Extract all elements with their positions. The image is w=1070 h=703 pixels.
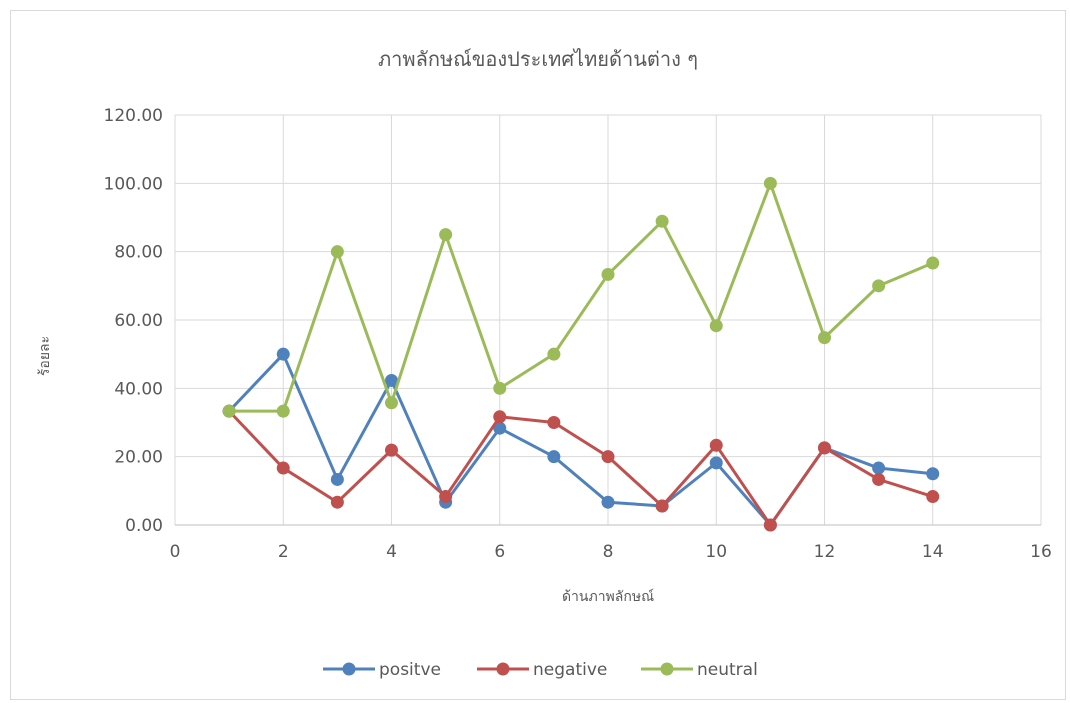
data-point xyxy=(330,495,344,509)
series-layer xyxy=(222,176,940,532)
gridlines xyxy=(174,114,1042,525)
data-point xyxy=(763,176,777,190)
legend-marker xyxy=(496,662,510,676)
data-point xyxy=(872,279,886,293)
data-point xyxy=(818,331,831,345)
data-point xyxy=(818,441,831,455)
x-tick-label: 6 xyxy=(494,542,505,562)
y-tick-label: 60.00 xyxy=(114,311,163,331)
y-tick-label: 120.00 xyxy=(104,106,163,126)
data-point xyxy=(276,461,290,475)
x-tick-label: 10 xyxy=(705,542,727,562)
legend-label: positve xyxy=(379,660,441,680)
y-tick-label: 20.00 xyxy=(114,448,163,468)
data-point xyxy=(493,421,507,435)
x-tick-label: 14 xyxy=(922,542,944,562)
data-point xyxy=(276,347,290,361)
data-point xyxy=(547,450,561,464)
legend-label: negative xyxy=(533,660,607,680)
series-neutral xyxy=(222,176,940,418)
x-tick-label: 12 xyxy=(814,542,836,562)
legend: positve negative neutral xyxy=(323,660,758,680)
data-point xyxy=(926,490,940,504)
y-tick-label: 80.00 xyxy=(114,243,163,263)
legend-marker xyxy=(342,662,356,676)
chart-title: ภาพลักษณ์ของประเทศไทยด้านต่าง ๆ xyxy=(378,47,698,71)
data-point xyxy=(601,267,615,281)
data-point xyxy=(601,450,615,464)
series-line xyxy=(229,181,934,413)
series-line xyxy=(228,410,934,527)
data-point xyxy=(439,228,453,242)
data-point xyxy=(601,495,615,509)
x-tick-label: 0 xyxy=(170,542,181,562)
data-point xyxy=(926,256,940,270)
data-point xyxy=(330,245,344,259)
data-point xyxy=(872,461,886,475)
legend-item-negative: negative xyxy=(477,660,607,680)
data-point xyxy=(493,381,507,395)
legend-label: neutral xyxy=(697,660,758,680)
x-tick-label: 4 xyxy=(386,542,397,562)
legend-item-positve: positve xyxy=(323,660,441,680)
data-point xyxy=(655,214,669,228)
data-point xyxy=(439,490,453,504)
data-point xyxy=(763,518,777,532)
data-point xyxy=(547,347,561,361)
data-point xyxy=(276,404,290,418)
legend-marker xyxy=(660,662,674,676)
data-point xyxy=(709,438,723,452)
x-tick-label: 8 xyxy=(603,542,614,562)
data-point xyxy=(547,416,561,429)
x-tick-label: 2 xyxy=(278,542,289,562)
data-point xyxy=(709,456,723,470)
legend-item-neutral: neutral xyxy=(641,660,758,680)
y-tick-label: 0.00 xyxy=(125,516,163,536)
data-point xyxy=(709,319,723,333)
series-negative xyxy=(222,404,940,532)
y-axis-label: ร้อยละ xyxy=(37,336,53,376)
y-tick-label: 100.00 xyxy=(104,174,163,194)
y-tick-label: 40.00 xyxy=(114,379,163,399)
data-point xyxy=(385,443,398,457)
chart-container: ภาพลักษณ์ของประเทศไทยด้านต่าง ๆ 0.00 20.0… xyxy=(10,10,1066,700)
data-point xyxy=(926,467,940,481)
data-point xyxy=(330,472,344,486)
data-point xyxy=(655,499,669,513)
data-point xyxy=(385,396,398,410)
x-tick-label: 16 xyxy=(1030,542,1052,562)
data-point xyxy=(222,404,236,418)
data-point xyxy=(385,373,398,387)
data-point xyxy=(872,472,886,486)
axes: 0.00 20.00 40.00 60.00 80.00 100.00 120.00 0 2 4 6… xyxy=(104,106,1052,562)
line-chart: ภาพลักษณ์ของประเทศไทยด้านต่าง ๆ 0.00 20.0… xyxy=(37,47,1052,680)
x-axis-label: ด้านภาพลักษณ์ xyxy=(562,588,654,605)
data-point xyxy=(493,410,507,424)
